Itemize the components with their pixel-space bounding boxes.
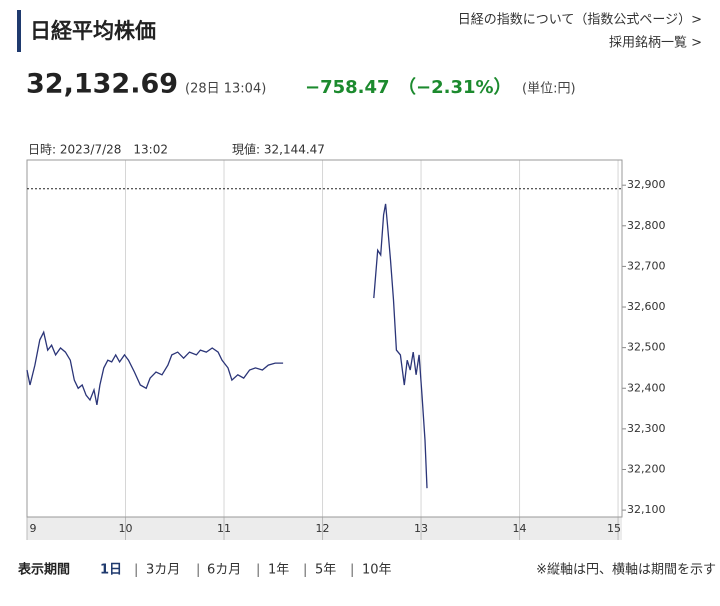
link[interactable]: 日経の指数について（指数公式ページ）> — [458, 13, 702, 28]
y-tick-label: 32,700 — [627, 259, 666, 272]
change-pct: （−2.31%） — [398, 77, 512, 98]
y-tick-label: 32,800 — [627, 219, 666, 232]
y-tick-label: 32,200 — [627, 462, 666, 475]
price-line — [26, 203, 428, 489]
unit: (単位:円) — [522, 81, 576, 97]
separator: | — [350, 563, 354, 578]
y-tick-label: 32,600 — [627, 300, 666, 313]
x-tick-label: 12 — [316, 522, 330, 535]
separator: | — [303, 563, 307, 578]
y-tick-label: 32,900 — [627, 178, 666, 191]
page-title: 日経平均株価 — [30, 19, 156, 43]
change: −758.47 — [305, 77, 390, 98]
period-option[interactable]: 1日 — [100, 563, 122, 578]
period-option[interactable]: 6カ月 — [207, 563, 241, 578]
cursor-time: 日時: 2023/7/28 13:02 — [28, 143, 168, 157]
x-tick-label: 13 — [414, 522, 428, 535]
x-tick-label: 15 — [607, 522, 621, 535]
period-option[interactable]: 1年 — [268, 563, 289, 578]
link[interactable]: 採用銘柄一覧 > — [609, 35, 702, 51]
period-option[interactable]: 3カ月 — [146, 563, 180, 578]
x-tick-label: 9 — [30, 522, 37, 535]
x-tick-label: 11 — [217, 522, 231, 535]
period-option[interactable]: 10年 — [362, 563, 392, 578]
separator: | — [256, 563, 260, 578]
axis-note: ※縦軸は円、横軸は期間を示す — [536, 563, 716, 578]
title-bar — [17, 10, 21, 52]
period-option[interactable]: 5年 — [315, 563, 336, 578]
y-tick-label: 32,100 — [627, 503, 666, 516]
y-tick-label: 32,500 — [627, 341, 666, 354]
x-tick-label: 14 — [513, 522, 527, 535]
plot-frame — [26, 159, 623, 518]
separator: | — [196, 563, 200, 578]
period-label: 表示期間 — [17, 562, 70, 578]
cursor-value: 現値: 32,144.47 — [232, 142, 325, 157]
y-tick-label: 32,400 — [627, 381, 666, 394]
x-tick-label: 10 — [119, 522, 133, 535]
price: 32,132.69 — [26, 69, 178, 100]
separator: | — [134, 563, 138, 578]
y-tick-label: 32,300 — [627, 422, 666, 435]
x-axis-band — [27, 517, 622, 540]
quote-time: (28日 13:04) — [185, 82, 266, 97]
